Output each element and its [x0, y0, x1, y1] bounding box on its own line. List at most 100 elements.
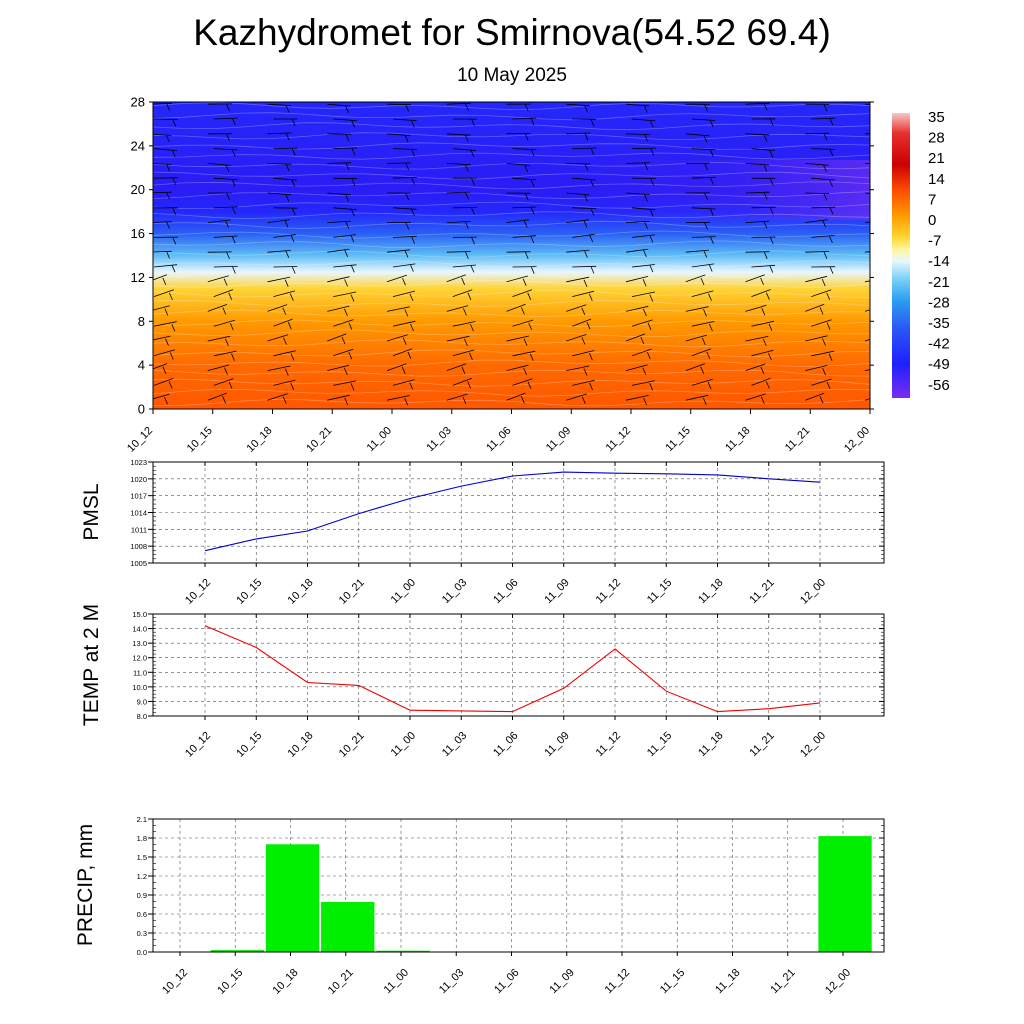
pmsl-panel: 1005 1008 1011 1014 1017 1020 1023 10_12 10_15 10… — [80, 458, 885, 607]
heatmap-contour-line — [153, 240, 870, 249]
wind-barb — [625, 162, 650, 164]
y-tick-label: 14.0 — [132, 625, 147, 634]
page-title: Kazhydromet for Smirnova(54.52 69.4) — [193, 12, 831, 53]
colorbar-label: 21 — [928, 150, 945, 167]
wind-barb — [153, 250, 172, 253]
wind-barb — [572, 233, 595, 238]
x-tick-label: 11_06 — [491, 577, 521, 607]
wind-barb-flag — [464, 134, 469, 143]
wind-barb — [333, 177, 358, 180]
wind-barb — [871, 319, 890, 326]
wind-barb-flag — [766, 292, 770, 300]
x-tick-label: 11_15 — [645, 730, 675, 760]
wind-barb-flag — [225, 338, 229, 346]
y-tick-label: 15.0 — [132, 610, 147, 619]
wind-barb — [745, 191, 770, 194]
wind-barb — [392, 320, 416, 327]
wind-barb — [386, 306, 410, 312]
heatmap-contour-line — [153, 329, 870, 338]
wind-barb — [691, 348, 712, 357]
wind-barb-flag — [529, 353, 534, 361]
wind-barb-flag — [710, 177, 714, 185]
wind-barb — [625, 221, 650, 223]
colorbar-label: -7 — [928, 233, 941, 250]
y-axis-label: PRECIP, mm — [74, 824, 97, 946]
wind-barb — [631, 319, 653, 327]
wind-barb-flag — [760, 396, 765, 404]
wind-barb — [333, 234, 356, 238]
heatmap-x-tick-label: 11_18 — [723, 425, 753, 455]
wind-barb — [625, 248, 649, 253]
wind-barb-flag — [231, 179, 236, 187]
panel-frame — [152, 613, 885, 717]
heatmap-contour-line — [153, 399, 870, 407]
wind-barb-flag — [285, 250, 290, 258]
heatmap-contour-line — [153, 319, 870, 328]
wind-barb-flag — [530, 118, 535, 126]
wind-barb-flag — [703, 250, 708, 258]
wind-barb — [745, 304, 767, 312]
wind-barb-flag — [650, 148, 655, 156]
y-axis-label: PMSL — [80, 483, 103, 540]
wind-barb-flag — [232, 266, 236, 274]
wind-barb-flag — [226, 103, 230, 112]
wind-barb — [446, 221, 471, 223]
wind-barb-flag — [826, 322, 831, 330]
wind-barb-flag — [883, 195, 886, 202]
wind-barb — [691, 321, 715, 327]
wind-barb — [267, 393, 288, 401]
x-tick-label: 10_15 — [215, 967, 245, 997]
wind-barb — [631, 207, 656, 211]
colorbar-label: 28 — [928, 130, 945, 147]
wind-barb-flag — [350, 294, 355, 302]
wind-barb — [506, 303, 526, 312]
heatmap-x-tick-label: 10_15 — [185, 425, 215, 455]
wind-barb-flag — [702, 397, 707, 406]
wind-barb-flag — [888, 235, 891, 242]
precip-bar — [210, 950, 264, 952]
wind-barb-flag — [644, 162, 648, 170]
wind-barb-flag — [829, 149, 834, 157]
wind-barb-flag — [647, 322, 652, 330]
x-tick-label: 11_18 — [696, 577, 726, 607]
wind-barb-flag — [769, 236, 774, 245]
colorbar-label: -28 — [928, 294, 950, 311]
wind-barb — [213, 117, 238, 120]
wind-barb-flag — [405, 162, 410, 171]
wind-barb — [685, 249, 709, 253]
wind-barb — [392, 379, 415, 386]
wind-barb — [566, 334, 587, 342]
wind-barb — [267, 163, 292, 165]
wind-barb-flag — [589, 353, 593, 361]
wind-barb — [386, 363, 407, 371]
heatmap-contours — [153, 102, 870, 407]
x-tick-label: 12_00 — [823, 967, 853, 997]
wind-barb-flag — [589, 234, 594, 243]
heatmap-x-tick-label: 10_12 — [125, 425, 155, 455]
wind-barb-flag — [162, 366, 167, 374]
wind-barb-flag — [590, 179, 594, 187]
y-tick-label: 1005 — [130, 559, 147, 568]
panel-frame — [152, 461, 885, 564]
y-tick-label: 1.8 — [137, 834, 147, 843]
wind-barb — [327, 220, 351, 223]
wind-barb-flag — [708, 264, 713, 272]
wind-barb-flag — [171, 324, 176, 332]
wind-barb-flag — [889, 383, 892, 390]
wind-barb-flag — [829, 207, 834, 215]
wind-barb-flag — [761, 308, 766, 316]
heatmap-x-tick-label: 10_21 — [304, 425, 334, 455]
wind-barb — [566, 163, 591, 165]
wind-barb — [512, 177, 537, 181]
wind-barb — [506, 364, 529, 371]
wind-barb — [745, 102, 770, 105]
heatmap-contour-line — [153, 270, 870, 278]
wind-barb — [572, 265, 597, 268]
wind-barb — [512, 319, 534, 327]
wind-barb — [273, 379, 296, 386]
heatmap-contour-line — [153, 339, 870, 348]
wind-barb — [506, 163, 530, 166]
heatmap-contour-line — [153, 142, 870, 150]
wind-barb-flag — [290, 353, 295, 361]
